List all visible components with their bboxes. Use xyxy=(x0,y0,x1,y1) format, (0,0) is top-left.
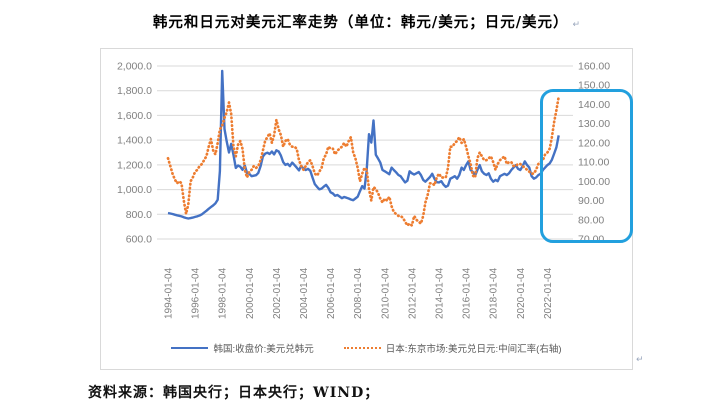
y-left-tick-label: 1,600.0 xyxy=(117,110,152,122)
legend-label-0: 韩国:收盘价:美元兑韩元 xyxy=(213,344,314,355)
y-right-tick-label: 110.00 xyxy=(578,157,609,169)
y-right-tick-label: 80.00 xyxy=(578,214,604,226)
x-tick-label: 2016-01-04 xyxy=(462,267,473,319)
source-note: 资料来源：韩国央行；日本央行；WIND； xyxy=(88,385,380,401)
x-tick-label: 2000-01-04 xyxy=(245,267,256,319)
legend-swatch-solid-line-icon xyxy=(171,347,209,349)
legend-item-0: 韩国:收盘价:美元兑韩元 xyxy=(171,341,314,355)
y-left-tick-label: 1,400.0 xyxy=(117,135,152,147)
y-left-tick-label: 1,200.0 xyxy=(117,159,152,171)
x-tick-label: 2022-01-04 xyxy=(543,267,554,319)
y-left-tick-label: 600.0 xyxy=(126,234,152,246)
chart-legend: 韩国:收盘价:美元兑韩元 日本:东京市场:美元兑日元:中间汇率(右轴) xyxy=(101,341,632,355)
y-right-tick-label: 100.00 xyxy=(578,176,610,188)
legend-label-1: 日本:东京市场:美元兑日元:中间汇率(右轴) xyxy=(385,344,562,355)
highlight-box xyxy=(540,89,633,243)
y-right-tick-label: 140.00 xyxy=(578,99,610,111)
x-tick-label: 2018-01-04 xyxy=(489,267,500,319)
y-left-tick-label: 1,800.0 xyxy=(117,85,152,97)
x-tick-label: 1996-01-04 xyxy=(191,267,202,319)
y-left-tick-label: 800.0 xyxy=(126,209,152,221)
x-tick-label: 2020-01-04 xyxy=(516,267,527,319)
x-tick-label: 2006-01-04 xyxy=(326,267,337,319)
x-tick-label: 1994-01-04 xyxy=(164,267,175,319)
x-tick-label: 2004-01-04 xyxy=(299,267,310,319)
legend-swatch-dotted-line-icon xyxy=(343,347,381,349)
chart-title-text: 韩元和日元对美元汇率走势（单位：韩元/美元；日元/美元） xyxy=(152,14,569,31)
legend-item-1: 日本:东京市场:美元兑日元:中间汇率(右轴) xyxy=(343,341,562,355)
series-line-1 xyxy=(166,95,561,227)
x-tick-label: 2012-01-04 xyxy=(407,267,418,319)
paragraph-mark: ↵ xyxy=(572,20,581,30)
series-line-0 xyxy=(167,69,560,220)
x-tick-label: 2014-01-04 xyxy=(435,267,446,319)
y-right-tick-label: 130.00 xyxy=(578,118,610,130)
x-tick-label: 1998-01-04 xyxy=(218,267,229,319)
y-right-tick-label: 150.00 xyxy=(578,80,610,92)
paragraph-mark-after-chart: ↵ xyxy=(636,355,644,365)
x-tick-label: 2002-01-04 xyxy=(272,267,283,319)
y-right-tick-label: 120.00 xyxy=(578,137,610,149)
chart-plot: 2,000.0 1,800.0 1,600.0 1,400.0 1,200.0 1,000… xyxy=(117,61,610,320)
x-tick-label: 2010-01-04 xyxy=(380,267,391,319)
x-tick-label: 2008-01-04 xyxy=(353,267,364,319)
y-right-tick-label: 90.00 xyxy=(578,195,604,207)
y-left-tick-label: 1,000.0 xyxy=(117,184,152,196)
chart-title: 韩元和日元对美元汇率走势（单位：韩元/美元；日元/美元） ↵ xyxy=(100,11,633,32)
y-left-tick-label: 2,000.0 xyxy=(117,61,152,73)
y-right-tick-label: 160.00 xyxy=(578,61,610,73)
